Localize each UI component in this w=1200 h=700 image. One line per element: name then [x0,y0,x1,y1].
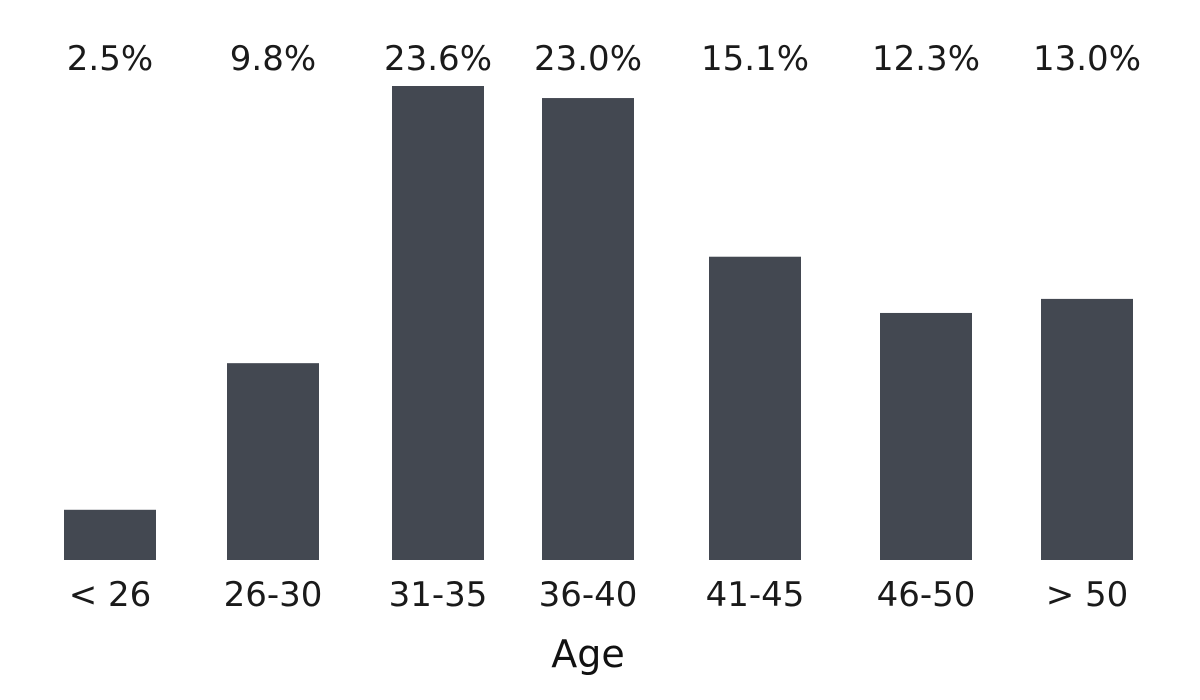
bar-5 [880,312,972,560]
value-label-4: 15.1% [701,39,809,79]
value-label-0: 2.5% [67,39,153,79]
bar-3 [542,98,634,561]
x-tick-label-1: 26-30 [224,575,323,615]
bar-2 [392,86,484,560]
x-tick-label-6: > 50 [1046,575,1129,615]
value-label-1: 9.8% [230,39,316,79]
bar-4 [709,256,801,560]
value-label-3: 23.0% [534,39,642,79]
x-tick-label-4: 41-45 [706,575,805,615]
x-axis-title: Age [551,632,625,676]
bars-group [64,86,1133,561]
value-label-5: 12.3% [872,39,980,79]
x-tick-label-5: 46-50 [877,575,976,615]
bar-0 [64,509,156,560]
x-tick-labels-group: < 26 26-30 31-35 36-40 41-45 46-50 > 50 [69,575,1129,615]
x-tick-label-3: 36-40 [539,575,638,615]
bar-6 [1041,298,1133,560]
x-tick-label-0: < 26 [69,575,152,615]
x-tick-label-2: 31-35 [389,575,488,615]
bar-1 [227,363,319,560]
value-labels-group: 2.5% 9.8% 23.6% 23.0% 15.1% 12.3% 13.0% [67,39,1141,79]
value-label-2: 23.6% [384,39,492,79]
value-label-6: 13.0% [1033,39,1141,79]
